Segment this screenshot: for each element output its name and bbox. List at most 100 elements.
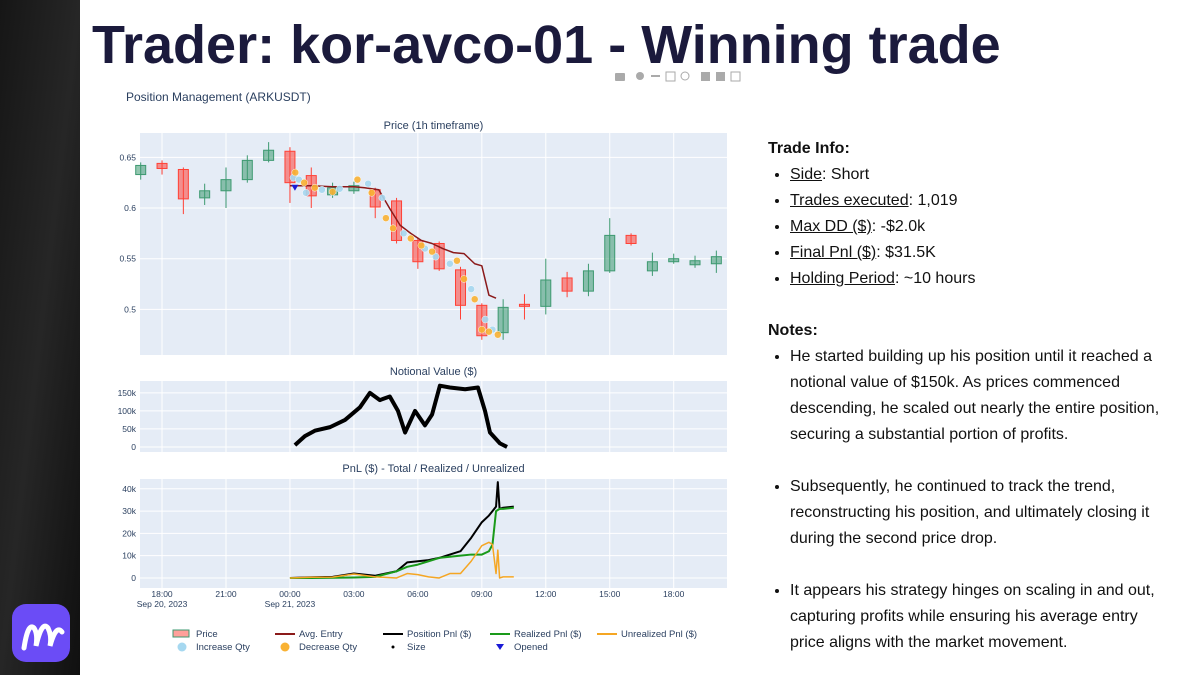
scatter-point	[428, 247, 436, 256]
legend-item: Unrealized Pnl ($)	[597, 629, 697, 640]
series-line	[289, 184, 497, 299]
series-line	[293, 383, 508, 449]
note: Subsequently, he continued to track the …	[790, 474, 1168, 552]
scatter-point	[335, 185, 344, 193]
subplot-title: Price (1h timeframe)	[384, 120, 484, 132]
candle-body	[540, 279, 552, 307]
scatter-point	[446, 260, 454, 268]
legend-label: Realized Pnl ($)	[514, 629, 582, 640]
legend-label: Avg. Entry	[299, 629, 343, 640]
y-tick-label: 0.55	[119, 254, 136, 264]
x-tick-label: 12:00	[535, 589, 557, 599]
info-label: Max DD ($)	[790, 218, 872, 235]
candle-body	[241, 159, 253, 181]
scatter-point	[382, 214, 390, 222]
candle-body	[625, 234, 637, 244]
subplot-title: PnL ($) - Total / Realized / Unrealized	[342, 463, 524, 475]
candle-body	[220, 179, 232, 192]
scatter-point	[417, 241, 426, 250]
x-tick-label: 03:00	[343, 589, 365, 599]
y-tick-label: 40k	[122, 484, 136, 494]
candle-body	[497, 306, 509, 334]
candle-body	[177, 168, 189, 200]
candle-body	[284, 150, 296, 184]
scatter-point	[353, 175, 362, 184]
series-line	[289, 506, 514, 579]
notes-heading: Notes:	[768, 322, 818, 339]
scatter-point	[481, 315, 490, 324]
candle-body	[263, 149, 275, 161]
scatter-point	[478, 325, 486, 334]
candle-body	[604, 234, 616, 272]
info-label: Trades executed	[790, 192, 909, 209]
legend-item: Increase Qty	[177, 642, 250, 653]
candle-body	[135, 164, 147, 176]
scatter-point	[453, 256, 461, 265]
trade-info-item: Final Pnl ($): $31.5K	[790, 240, 1168, 266]
info-label: Holding Period	[790, 270, 895, 287]
info-label: Final Pnl ($)	[790, 244, 877, 261]
scatter-point	[300, 178, 308, 187]
y-tick-label: 0.6	[124, 203, 136, 213]
trade-info-item: Holding Period: ~10 hours	[790, 266, 1168, 292]
candle-body	[561, 277, 573, 292]
x-tick-label: 06:00	[407, 589, 429, 599]
legend-swatch	[391, 645, 395, 649]
scatter-point	[291, 168, 300, 177]
candle-body	[518, 303, 530, 307]
legend-label: Position Pnl ($)	[407, 629, 471, 640]
candle-body	[710, 256, 722, 265]
trade-info-item: Side: Short	[790, 162, 1168, 188]
y-tick-label: 0	[131, 573, 136, 583]
scatter-point	[470, 295, 479, 303]
opened-marker	[291, 184, 299, 191]
series-line	[289, 541, 514, 579]
y-tick-label: 0.5	[124, 304, 136, 314]
scatter-point	[328, 188, 337, 196]
logo-mark	[21, 623, 65, 651]
side-strip	[0, 0, 80, 675]
y-tick-label: 20k	[122, 528, 136, 538]
note: It appears his strategy hinges on scalin…	[790, 578, 1168, 656]
scatter-point	[431, 252, 440, 261]
y-tick-label: 0.65	[119, 152, 136, 162]
scatter-point	[367, 189, 376, 197]
candle-body	[582, 270, 594, 292]
legend-item: Avg. Entry	[275, 629, 343, 640]
x-tick-label: 15:00	[599, 589, 621, 599]
y-tick-label: 100k	[118, 406, 137, 416]
legend-item: Price	[172, 629, 218, 640]
info-label: Side	[790, 166, 823, 183]
legend-swatch	[496, 644, 504, 650]
x-tick-label: 00:00	[279, 589, 301, 599]
x-tick-date: Sep 21, 2023	[265, 599, 316, 609]
y-tick-label: 10k	[122, 551, 136, 561]
scatter-point	[494, 330, 502, 339]
scatter-point	[407, 234, 415, 243]
info-value: : 1,019	[908, 192, 958, 209]
candle-body	[348, 185, 360, 192]
candle-body	[689, 260, 701, 266]
candle-body	[455, 269, 467, 306]
note: He started building up his position unti…	[790, 344, 1168, 448]
x-tick-label: 09:00	[471, 589, 493, 599]
legend-item: Size	[391, 642, 425, 653]
legend-label: Increase Qty	[196, 642, 250, 653]
legend-swatch	[177, 642, 187, 652]
trade-info-list: Side: Short Trades executed: 1,019 Max DD …	[768, 162, 1168, 292]
legend-label: Unrealized Pnl ($)	[621, 629, 697, 640]
x-tick-label: 18:00	[663, 589, 685, 599]
x-tick-date: Sep 20, 2023	[137, 599, 188, 609]
scatter-point	[467, 285, 475, 293]
legend-label: Opened	[514, 642, 548, 653]
x-tick-label: 21:00	[215, 589, 237, 599]
scatter-point	[389, 224, 397, 233]
trade-info-heading: Trade Info:	[768, 140, 850, 157]
candle-body	[156, 162, 168, 169]
y-tick-label: 0	[131, 442, 136, 452]
scatter-point	[302, 189, 310, 197]
plot-title: Position Management (ARKUSDT)	[126, 90, 311, 104]
legend-item: Position Pnl ($)	[383, 629, 471, 640]
